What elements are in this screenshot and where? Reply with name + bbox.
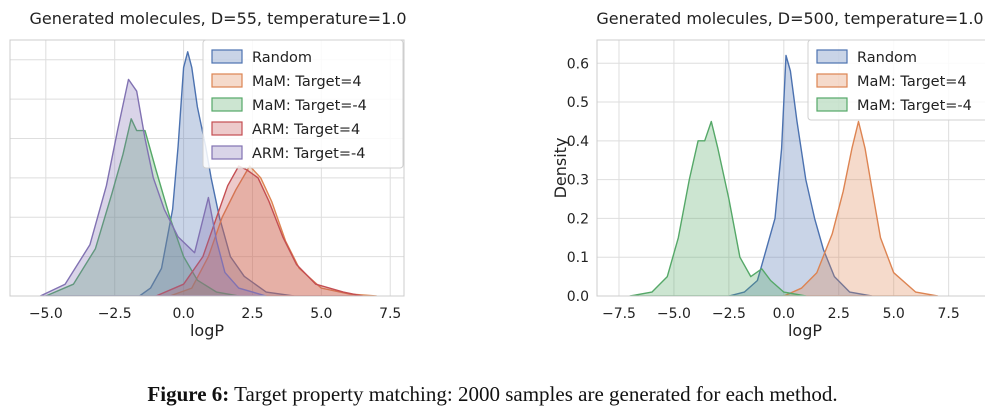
chart-right-x-label: logP	[788, 321, 822, 340]
chart-right-x-ticks: −7.5 −5.0 −2.5 0.0 2.5 5.0 7.5	[602, 306, 960, 322]
legend-box	[807, 39, 985, 121]
x-tick-label: −7.5	[602, 306, 636, 322]
series-area-mam-target-4	[629, 120, 807, 296]
series-area-arm-target-4	[39, 78, 267, 296]
legend-label-random: Random	[252, 50, 312, 66]
legend-label-arm-target-4: ARM: Target=4	[252, 122, 360, 138]
chart-right-y-label: Density	[551, 138, 570, 199]
chart-right-y-ticks: 0.0 0.1 0.2 0.3 0.4 0.5 0.6	[567, 56, 589, 305]
x-tick-label: −2.5	[98, 306, 132, 322]
legend-label-arm-target-4: ARM: Target=-4	[252, 146, 365, 162]
y-tick-label: 0.5	[567, 95, 589, 111]
chart-left-title: Generated molecules, D=55, temperature=1…	[29, 9, 406, 28]
x-tick-label: 2.5	[241, 306, 263, 322]
legend-swatch-arm-target-4	[211, 121, 243, 136]
legend-swatch-random	[211, 49, 243, 64]
x-tick-label: 5.0	[883, 306, 905, 322]
y-tick-label: 0.0	[567, 289, 589, 305]
chart-left-series	[39, 51, 378, 296]
legend-swatch-arm-target-4	[211, 145, 243, 160]
x-tick-label: 7.5	[379, 306, 401, 322]
series-area-random	[728, 54, 873, 296]
x-tick-label: 0.0	[773, 306, 795, 322]
figure: Generated molecules, D=55, temperature=1…	[9, 9, 985, 340]
x-tick-label: 7.5	[938, 306, 960, 322]
y-tick-label: 0.2	[567, 211, 589, 227]
caption-text: Target property matching: 2000 samples a…	[234, 382, 838, 406]
chart-left-x-ticks: −5.0 −2.5 0.0 2.5 5.0 7.5	[29, 306, 402, 322]
legend-label-mam-target-4: MaM: Target=-4	[857, 98, 972, 114]
x-tick-label: −5.0	[657, 306, 691, 322]
chart-left-x-label: logP	[190, 321, 224, 340]
legend-label-mam-target-4: MaM: Target=4	[252, 74, 362, 90]
chart-left-legend: Random MaM: Target=4 MaM: Target=-4 ARM: Ta…	[202, 39, 404, 169]
chart-right: Generated molecules, D=500, temperature=…	[551, 9, 985, 340]
figure-caption: Figure 6: Target property matching: 2000…	[0, 382, 985, 407]
legend-swatch-mam-target-4	[816, 73, 848, 88]
chart-right-series	[629, 54, 939, 296]
chart-right-legend: Random MaM: Target=4 MaM: Target=-4	[807, 39, 985, 121]
series-area-mam-target-4	[169, 165, 378, 296]
x-tick-label: 5.0	[310, 306, 332, 322]
chart-right-frame	[596, 39, 985, 297]
x-tick-label: 2.5	[828, 306, 850, 322]
series-area-arm-target-4	[155, 165, 364, 296]
legend-swatch-mam-target-4	[211, 97, 243, 112]
legend-box	[202, 39, 404, 169]
legend-swatch-mam-target-4	[816, 97, 848, 112]
legend-swatch-mam-target-4	[211, 73, 243, 88]
caption-label: Figure 6:	[147, 382, 230, 406]
legend-label-mam-target-4: MaM: Target=4	[857, 74, 967, 90]
y-tick-label: 0.4	[567, 134, 589, 150]
y-tick-label: 0.6	[567, 56, 589, 72]
legend-swatch-random	[816, 49, 848, 64]
series-area-mam-target-4	[45, 118, 240, 296]
x-tick-label: −2.5	[712, 306, 746, 322]
series-area-mam-target-4	[783, 120, 939, 296]
chart-left: Generated molecules, D=55, temperature=1…	[9, 9, 407, 340]
y-tick-label: 0.1	[567, 250, 589, 266]
y-tick-label: 0.3	[567, 173, 589, 189]
x-tick-label: 0.0	[172, 306, 194, 322]
series-area-random	[138, 51, 295, 296]
legend-label-mam-target-4: MaM: Target=-4	[252, 98, 367, 114]
chart-right-title: Generated molecules, D=500, temperature=…	[596, 9, 983, 28]
legend-label-random: Random	[857, 50, 917, 66]
x-tick-label: −5.0	[29, 306, 63, 322]
